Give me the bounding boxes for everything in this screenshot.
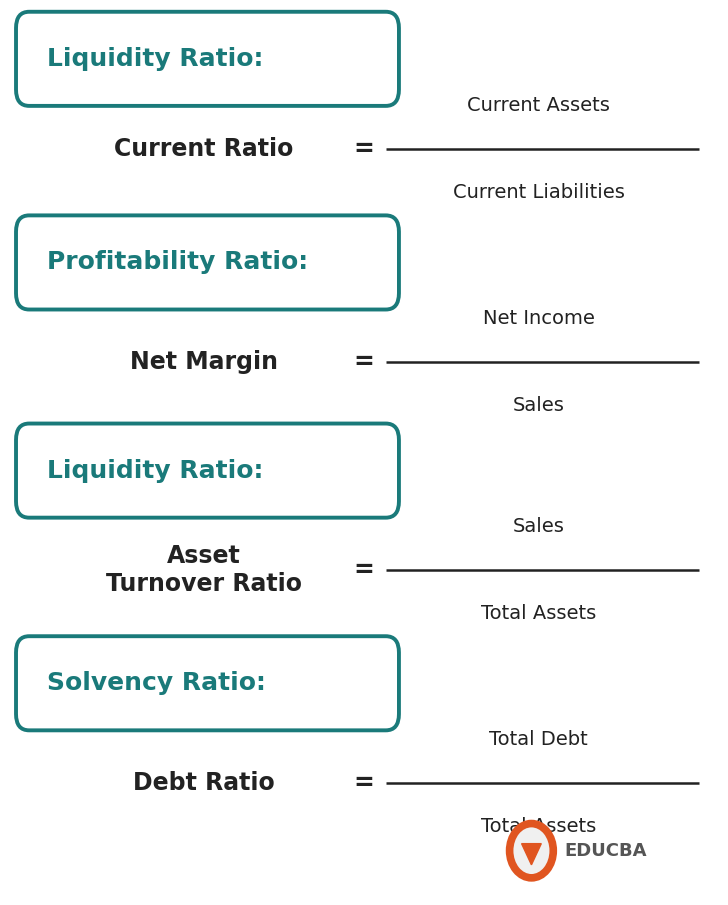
Text: Profitability Ratio:: Profitability Ratio: bbox=[47, 251, 309, 274]
Text: Sales: Sales bbox=[513, 396, 565, 414]
Text: Debt Ratio: Debt Ratio bbox=[133, 771, 274, 795]
Text: =: = bbox=[354, 558, 374, 582]
Text: Total Debt: Total Debt bbox=[489, 730, 588, 748]
Text: =: = bbox=[354, 138, 374, 161]
Text: Current Ratio: Current Ratio bbox=[114, 138, 293, 161]
Text: Total Assets: Total Assets bbox=[481, 817, 596, 835]
Circle shape bbox=[510, 824, 553, 878]
Text: Net Income: Net Income bbox=[483, 310, 595, 328]
FancyBboxPatch shape bbox=[16, 12, 399, 106]
Polygon shape bbox=[521, 843, 542, 865]
Text: Net Margin: Net Margin bbox=[130, 350, 278, 374]
Text: Total Assets: Total Assets bbox=[481, 605, 596, 623]
Text: Sales: Sales bbox=[513, 518, 565, 536]
Text: Current Assets: Current Assets bbox=[467, 97, 610, 115]
Text: Current Liabilities: Current Liabilities bbox=[453, 184, 625, 202]
Text: EDUCBA: EDUCBA bbox=[564, 842, 646, 860]
Text: =: = bbox=[354, 350, 374, 374]
FancyBboxPatch shape bbox=[16, 424, 399, 518]
Text: Solvency Ratio:: Solvency Ratio: bbox=[47, 672, 266, 695]
Text: Liquidity Ratio:: Liquidity Ratio: bbox=[47, 459, 264, 482]
FancyBboxPatch shape bbox=[16, 636, 399, 730]
FancyBboxPatch shape bbox=[16, 215, 399, 310]
Text: Liquidity Ratio:: Liquidity Ratio: bbox=[47, 47, 264, 71]
Text: =: = bbox=[354, 771, 374, 795]
Text: Asset
Turnover Ratio: Asset Turnover Ratio bbox=[106, 544, 302, 596]
